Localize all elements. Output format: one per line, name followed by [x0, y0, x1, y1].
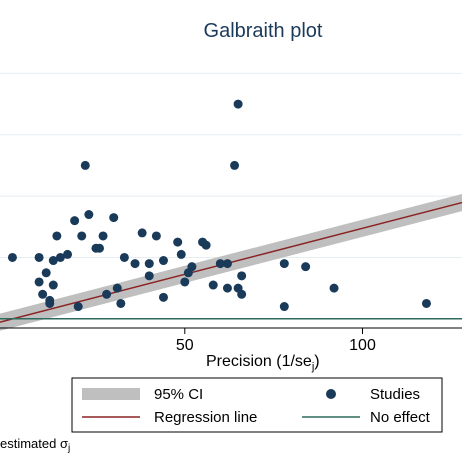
- study-point: [187, 262, 197, 272]
- study-point: [52, 231, 62, 241]
- study-point: [38, 289, 48, 299]
- study-point: [215, 259, 225, 269]
- study-point: [144, 271, 154, 281]
- study-point: [222, 283, 232, 293]
- legend: 95% CI Studies Regression line No effect: [71, 377, 443, 433]
- legend-regression-label: Regression line: [154, 409, 257, 426]
- study-point: [208, 280, 218, 290]
- study-point: [98, 231, 108, 241]
- study-point: [230, 160, 240, 170]
- chart-title: Galbraith plot: [204, 20, 323, 42]
- study-point: [301, 262, 311, 272]
- study-point: [279, 302, 289, 312]
- legend-ci-swatch: [82, 388, 140, 400]
- x-tick-label-50: 50: [176, 337, 194, 354]
- study-point: [237, 289, 247, 299]
- study-point: [34, 252, 44, 262]
- study-point: [144, 259, 154, 269]
- study-point: [45, 298, 55, 308]
- study-point: [158, 292, 168, 302]
- study-point: [237, 271, 247, 281]
- study-point: [55, 252, 65, 262]
- legend-box: [71, 377, 443, 433]
- study-point: [77, 231, 87, 241]
- study-point: [421, 298, 431, 308]
- study-point: [41, 268, 51, 278]
- x-axis-label: Precision (1/sej): [206, 353, 320, 373]
- study-point: [329, 283, 339, 293]
- study-point: [222, 259, 232, 269]
- study-point: [151, 231, 161, 241]
- study-point: [233, 99, 243, 109]
- plot-area: [0, 72, 463, 334]
- study-point: [70, 216, 80, 226]
- study-point: [130, 259, 140, 269]
- study-point: [119, 252, 129, 262]
- study-point: [109, 213, 119, 223]
- footnote: estimated σj: [0, 436, 70, 454]
- legend-ci-label: 95% CI: [154, 386, 203, 403]
- study-point: [279, 259, 289, 269]
- study-point: [173, 237, 183, 247]
- legend-studies-label: Studies: [370, 386, 420, 403]
- study-point: [102, 289, 112, 299]
- legend-no-effect-label: No effect: [370, 409, 431, 426]
- study-point: [137, 228, 147, 238]
- study-point: [158, 256, 168, 266]
- study-point: [34, 277, 44, 287]
- study-point: [112, 283, 122, 293]
- study-point: [48, 280, 58, 290]
- study-point: [116, 298, 126, 308]
- study-point: [201, 240, 211, 250]
- study-point: [95, 243, 105, 253]
- study-point: [80, 160, 90, 170]
- study-point: [63, 249, 73, 259]
- study-point: [84, 210, 94, 220]
- x-tick-label-100: 100: [349, 337, 376, 354]
- study-point: [180, 277, 190, 287]
- legend-studies-marker: [326, 389, 336, 399]
- study-point: [7, 252, 17, 262]
- study-point: [73, 302, 83, 312]
- study-point: [48, 256, 58, 266]
- study-point: [176, 249, 186, 259]
